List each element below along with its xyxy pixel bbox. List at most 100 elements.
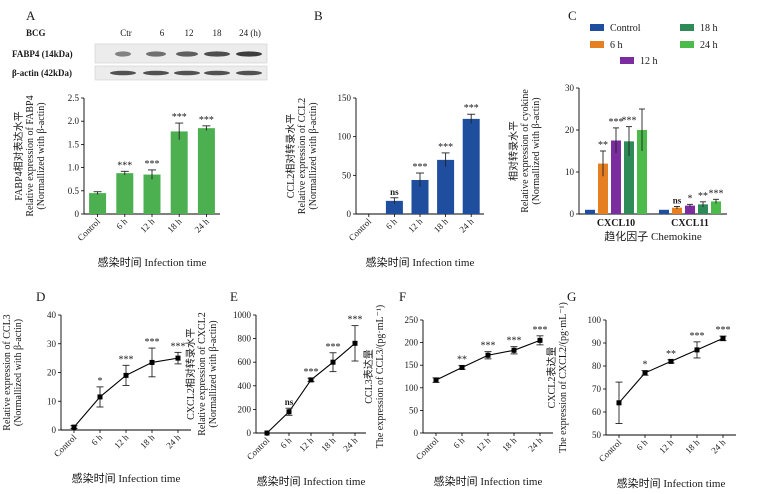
bar [711, 201, 721, 214]
blot-band-actin [143, 70, 169, 76]
x-tick-label: 18 h [500, 435, 519, 454]
x-tick-label: 6 h [384, 216, 399, 231]
x-tick-label: 24 h [193, 216, 212, 235]
significance-label: *** [348, 315, 363, 326]
bar [672, 207, 682, 214]
legend: Control 6 h 12 h 18 h 24 h [590, 23, 718, 67]
significance-label: *** [199, 115, 214, 126]
y-tick-label: 20 [565, 125, 575, 135]
legend-swatch [680, 24, 694, 31]
x-tick-label: Control [52, 432, 79, 459]
bar [116, 173, 134, 214]
y-tick-label: 30 [47, 339, 57, 349]
bar [611, 140, 621, 214]
y-tick-label: 800 [238, 334, 252, 344]
data-point [175, 355, 181, 361]
y-tick-label: 400 [238, 381, 252, 391]
significance-label: *** [716, 325, 731, 336]
blot-band-fabp4 [115, 51, 131, 57]
x-axis-label: 感染时间 Infection time [257, 474, 366, 488]
significance-label: ** [598, 140, 608, 151]
y-tick-label: 200 [238, 404, 252, 414]
legend-label: 12 h [640, 56, 658, 67]
y-axis-label: (Normallized with β-actin) [36, 102, 47, 209]
chart-D: 0 10 20 30 40 CCL3相对转录水平 Relative expression o… [0, 310, 191, 485]
chart-E: 0 200 400 600 800 1000 CXCL2相对转录水平 Relative exp… [184, 310, 366, 488]
bar [143, 174, 161, 214]
panel-letter: E [230, 289, 238, 304]
legend-label: Control [610, 23, 641, 34]
y-axis-label: Relative expression of FABP4 [25, 95, 36, 216]
blot-band-fabp4 [236, 51, 262, 57]
y-axis-label: (Normallized with β-actin) [208, 320, 219, 427]
x-tick-label: 18 h [319, 435, 338, 454]
data-point [694, 347, 700, 353]
y-axis-label: Relative expression of CCL3 [2, 314, 13, 430]
y-tick-label: 200 [405, 338, 419, 348]
y-tick-label: 150 [338, 93, 352, 103]
bar [170, 131, 188, 214]
data-point [485, 352, 491, 358]
y-tick-label: 10 [47, 396, 57, 406]
y-tick-label: 1.0 [68, 163, 80, 173]
x-tick-label: 24 h [341, 435, 360, 454]
data-point [264, 430, 270, 436]
y-axis-label: The expression of CCL3/(pg·mL⁻¹) [375, 305, 386, 449]
y-axis-label: Relative expression of cyokine [520, 89, 531, 213]
y-axis-label: CCL3表达量 [362, 349, 375, 403]
chart-A: 0 0.5 1.0 1.5 2.0 2.5 FABP4相对表达水平 Relative expr… [12, 93, 220, 269]
x-tick-label: 6 h [89, 432, 104, 447]
chart-C: 0 10 20 30 相对转录水平 Relative expression of cyok… [507, 23, 727, 243]
significance-label: * [98, 376, 103, 387]
data-point [616, 400, 622, 406]
significance-label: ** [457, 355, 467, 366]
x-tick-label: 24 h [164, 432, 183, 451]
data-point [642, 370, 648, 376]
x-axis-label: 感染时间 Infection time [98, 255, 207, 269]
x-tick-label: 12 h [657, 437, 676, 456]
data-point [511, 347, 517, 353]
legend-swatch [590, 24, 604, 31]
significance-label: *** [172, 112, 187, 123]
y-tick-label: 60 [592, 407, 602, 417]
y-axis-label: (Normallized with β-actin) [13, 319, 24, 426]
y-tick-label: 1.5 [68, 139, 80, 149]
significance-label: *** [609, 117, 624, 128]
y-tick-label: 150 [405, 360, 419, 370]
bar [637, 130, 647, 214]
y-axis-label: The expression of CXCL2/(pg·mL⁻¹) [558, 302, 569, 453]
x-tick-label: Control [347, 216, 374, 243]
x-tick-label: 12 h [474, 435, 493, 454]
bar [685, 205, 695, 214]
bar [385, 200, 403, 214]
x-axis-label: 趋化因子 Chemokine [604, 229, 702, 243]
y-tick-label: 2.0 [68, 116, 80, 126]
y-axis-label: CXCL2相对转录水平 [184, 328, 197, 420]
bar [624, 141, 634, 214]
blot-band-actin [204, 70, 230, 76]
y-tick-label: 80 [592, 361, 602, 371]
significance-label: *** [119, 354, 134, 365]
x-tick-label: 24 h [526, 435, 545, 454]
bar [659, 209, 669, 214]
data-point [537, 337, 543, 343]
y-tick-label: 0.5 [68, 186, 80, 196]
significance-label: *** [464, 103, 479, 114]
bar [698, 204, 708, 214]
y-tick-label: 40 [47, 310, 57, 320]
significance-label: *** [690, 331, 705, 342]
significance-label: *** [145, 159, 160, 170]
x-axis-label: 感染时间 Infection time [366, 255, 475, 269]
y-axis-label: Relative expression of CXCL2 [197, 312, 208, 436]
significance-label: ns [390, 187, 399, 197]
x-tick-label: 18 h [138, 432, 157, 451]
x-tick-label: Control [245, 435, 272, 462]
significance-label: *** [117, 160, 132, 171]
data-point [97, 394, 103, 400]
y-tick-label: 0 [75, 209, 80, 219]
panel-letter: D [36, 289, 45, 304]
x-tick-label: 12 h [112, 432, 131, 451]
x-tick-label: 12 h [406, 216, 425, 235]
bar [598, 163, 608, 214]
y-tick-label: 70 [592, 384, 602, 394]
